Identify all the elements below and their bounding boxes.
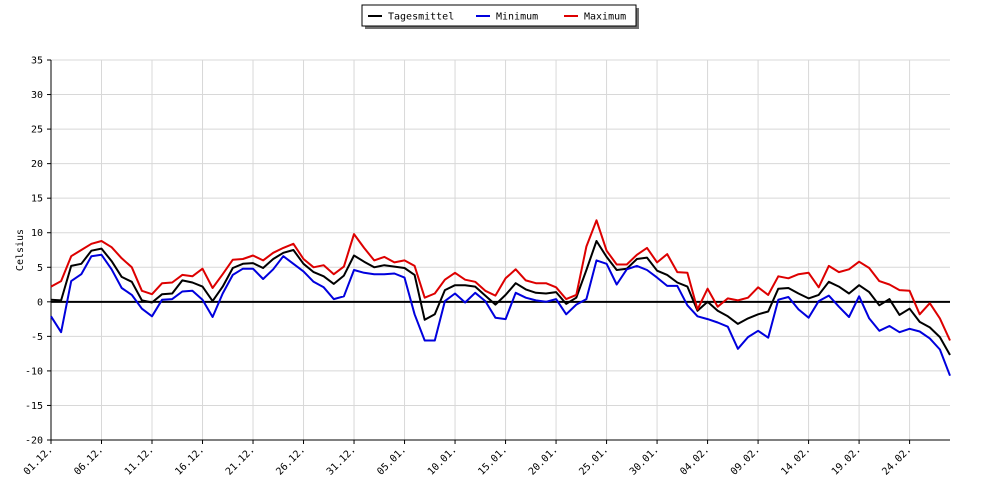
x-tick-label: 04.02. xyxy=(678,444,711,477)
y-tick-label: 30 xyxy=(31,90,43,101)
x-tick-label: 26.12. xyxy=(274,444,307,477)
x-tick-label: 10.01. xyxy=(426,444,459,477)
y-tick-label: -5 xyxy=(31,332,43,343)
y-tick-label: -20 xyxy=(25,436,43,447)
series-line-tagesmittel xyxy=(50,240,951,356)
y-tick-label: 5 xyxy=(37,263,43,274)
legend-box xyxy=(361,4,637,27)
y-tick-label: 35 xyxy=(31,56,43,67)
y-tick-label: 15 xyxy=(31,194,43,205)
y-tick-label: 20 xyxy=(31,159,43,170)
x-tick-label: 06.12. xyxy=(72,444,105,477)
y-tick-label: -10 xyxy=(25,366,43,377)
x-tick-label: 31.12. xyxy=(325,444,358,477)
x-tick-label: 09.02. xyxy=(729,444,762,477)
x-tick-label: 19.02. xyxy=(830,444,863,477)
x-tick-label: 20.01. xyxy=(527,444,560,477)
x-tick-label: 24.02. xyxy=(880,444,913,477)
legend-label: Maximum xyxy=(584,12,626,23)
y-axis-label: Celsius xyxy=(15,229,26,271)
x-tick-label: 11.12. xyxy=(123,444,156,477)
y-tick-label: 10 xyxy=(31,228,43,239)
y-tick-label: 25 xyxy=(31,125,43,136)
y-tick-label: -15 xyxy=(25,401,43,412)
legend-label: Minimum xyxy=(496,12,538,23)
x-tick-label: 01.12. xyxy=(22,444,55,477)
gridlines xyxy=(50,59,950,441)
x-tick-label: 14.02. xyxy=(779,444,812,477)
axes xyxy=(50,60,950,441)
series-line-maximum xyxy=(50,219,951,341)
x-tick-label: 30.01. xyxy=(628,444,661,477)
y-axis-ticks: 35 30 25 20 15 10 5 0 -5 -10 -15 -20 xyxy=(25,56,51,447)
series-line-minimum xyxy=(50,253,951,377)
y-tick-label: 0 xyxy=(37,297,43,308)
x-tick-label: 25.01. xyxy=(577,444,610,477)
x-tick-label: 05.01. xyxy=(375,444,408,477)
x-tick-label: 16.12. xyxy=(173,444,206,477)
series-lines xyxy=(50,219,951,377)
x-tick-label: 15.01. xyxy=(476,444,509,477)
x-tick-label: 21.12. xyxy=(224,444,257,477)
legend: Tagesmittel Minimum Maximum xyxy=(361,4,639,29)
legend-label: Tagesmittel xyxy=(388,12,454,23)
x-axis-ticks: 01.12. 06.12. 11.12. 16.12. 21.12. 26.12. 31.1… xyxy=(22,440,914,478)
